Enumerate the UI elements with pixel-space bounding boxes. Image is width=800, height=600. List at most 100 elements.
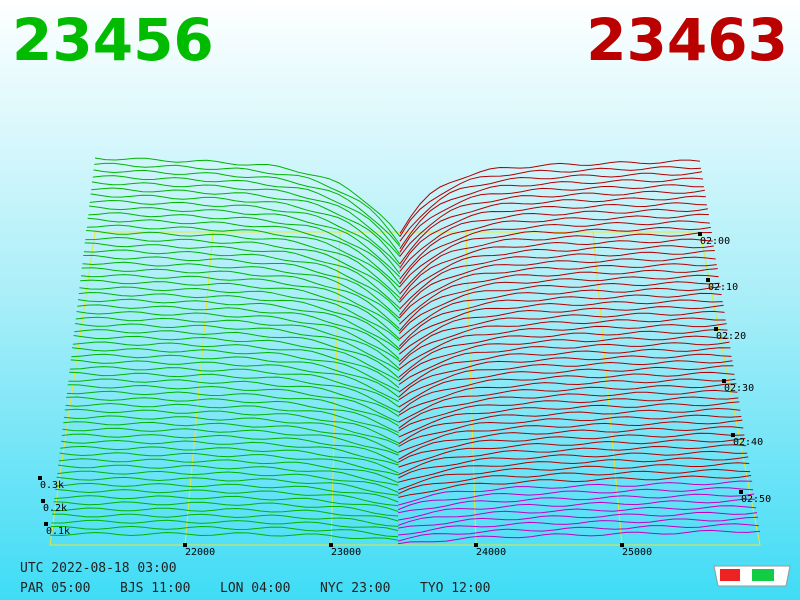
time-tick-label: 02:30 bbox=[724, 383, 754, 394]
ask-depth-line bbox=[398, 516, 759, 536]
ask-depth-line bbox=[399, 166, 702, 237]
time-tick-label: 02:10 bbox=[708, 282, 738, 293]
time-tick-label: 02:40 bbox=[733, 437, 763, 448]
bid-depth-line bbox=[67, 384, 400, 423]
tick-dot bbox=[722, 379, 726, 383]
ask-depth-line bbox=[398, 360, 733, 401]
bid-depth-line bbox=[82, 261, 400, 322]
bid-depth-line bbox=[50, 525, 399, 538]
ask-depth-line bbox=[398, 432, 745, 463]
bid-depth-line bbox=[75, 323, 400, 372]
ask-depth-line bbox=[399, 184, 704, 253]
ask-depth-line bbox=[399, 232, 712, 295]
price-tick-label: 22000 bbox=[185, 547, 215, 558]
bid-depth-line bbox=[54, 495, 399, 512]
bid-depth-line bbox=[77, 298, 400, 352]
ask-depth-line bbox=[398, 487, 754, 511]
tick-dot bbox=[714, 327, 718, 331]
bid-depth-line bbox=[80, 279, 400, 340]
ask-depth-line bbox=[398, 511, 758, 529]
ask-depth-line bbox=[398, 299, 723, 350]
tick-dot bbox=[739, 490, 743, 494]
bid-depth-line bbox=[89, 199, 401, 275]
bid-depth-line bbox=[75, 316, 400, 369]
bid-depth-line bbox=[63, 421, 399, 454]
ask-depth-line bbox=[398, 414, 742, 447]
ask-depth-line bbox=[398, 335, 729, 382]
ask-depth-line bbox=[399, 202, 707, 269]
bid-depth-line bbox=[61, 433, 399, 464]
ask-depth-line bbox=[399, 274, 719, 332]
tick-dot bbox=[44, 522, 48, 526]
bid-depth-line bbox=[84, 242, 400, 309]
bid-depth-line bbox=[93, 169, 401, 247]
bid-depth-line bbox=[87, 217, 401, 288]
bid-depth-line bbox=[83, 249, 400, 313]
zone-time: PAR 05:00 bbox=[20, 581, 90, 596]
tick-dot bbox=[620, 543, 624, 547]
bid-depth-line bbox=[85, 236, 400, 303]
tick-dot bbox=[706, 278, 710, 282]
depth-lines bbox=[49, 157, 761, 545]
tick-dot bbox=[41, 499, 45, 503]
time-tick-label: 02:00 bbox=[700, 236, 730, 247]
ask-depth-line bbox=[398, 281, 720, 334]
ask-depth-line bbox=[399, 177, 704, 250]
glasses-icon bbox=[713, 565, 791, 587]
bid-depth-line bbox=[66, 390, 400, 427]
ask-depth-line bbox=[398, 462, 750, 491]
depth-tick-label: 0.3k bbox=[40, 480, 64, 491]
utc-time: UTC 2022-08-18 03:00 bbox=[20, 561, 177, 576]
ask-depth-line bbox=[398, 341, 730, 385]
tick-dot bbox=[329, 543, 333, 547]
bid-depth-line bbox=[94, 162, 401, 245]
ask-depth-line bbox=[398, 493, 755, 514]
depth-tick-label: 0.2k bbox=[43, 503, 67, 514]
ask-depth-line bbox=[398, 286, 721, 340]
bid-depth-line bbox=[74, 329, 400, 379]
ask-depth-line bbox=[398, 438, 746, 468]
bid-depth-line bbox=[89, 205, 401, 278]
bid-depth-line bbox=[57, 470, 399, 493]
ask-depth-line bbox=[398, 383, 737, 423]
ask-depth-line bbox=[399, 226, 711, 288]
bid-depth-line bbox=[88, 212, 401, 284]
ask-depth-line bbox=[399, 171, 703, 242]
bid-depth-line bbox=[81, 267, 400, 329]
bid-depth-line bbox=[66, 396, 399, 434]
tick-dot bbox=[731, 433, 735, 437]
ask-depth-line bbox=[398, 328, 728, 378]
bid-depth-line bbox=[79, 286, 400, 342]
ask-depth-line bbox=[398, 426, 744, 460]
ask-depth-line bbox=[399, 250, 715, 310]
ask-depth-line bbox=[398, 468, 751, 495]
ask-depth-line bbox=[398, 444, 747, 476]
ask-depth-line bbox=[399, 195, 706, 265]
bid-depth-line bbox=[53, 501, 399, 517]
bid-depth-line bbox=[70, 359, 400, 403]
ask-depth-line bbox=[399, 220, 710, 285]
bid-depth-line bbox=[69, 366, 400, 408]
zone-time: NYC 23:00 bbox=[320, 581, 390, 596]
bid-depth-line bbox=[76, 311, 400, 362]
bid-depth-line bbox=[91, 181, 401, 257]
ask-depth-line bbox=[398, 347, 731, 393]
ask-depth-line bbox=[399, 256, 716, 316]
ask-depth-line bbox=[399, 213, 709, 280]
bid-depth-line bbox=[49, 531, 399, 541]
ask-depth-line bbox=[399, 208, 708, 272]
bid-depth-line bbox=[72, 347, 400, 392]
bid-depth-line bbox=[51, 519, 399, 532]
bid-price: 23456 bbox=[12, 6, 214, 74]
bid-depth-line bbox=[64, 408, 399, 444]
bid-depth-line bbox=[56, 476, 399, 496]
zone-time: BJS 11:00 bbox=[120, 581, 190, 596]
bid-depth-line bbox=[73, 335, 400, 382]
ask-depth-line bbox=[398, 371, 735, 413]
bid-depth-line bbox=[72, 341, 400, 389]
bid-depth-line bbox=[71, 353, 400, 398]
bid-depth-line bbox=[52, 513, 399, 527]
bid-depth-line bbox=[59, 452, 399, 476]
tick-dot bbox=[698, 232, 702, 236]
